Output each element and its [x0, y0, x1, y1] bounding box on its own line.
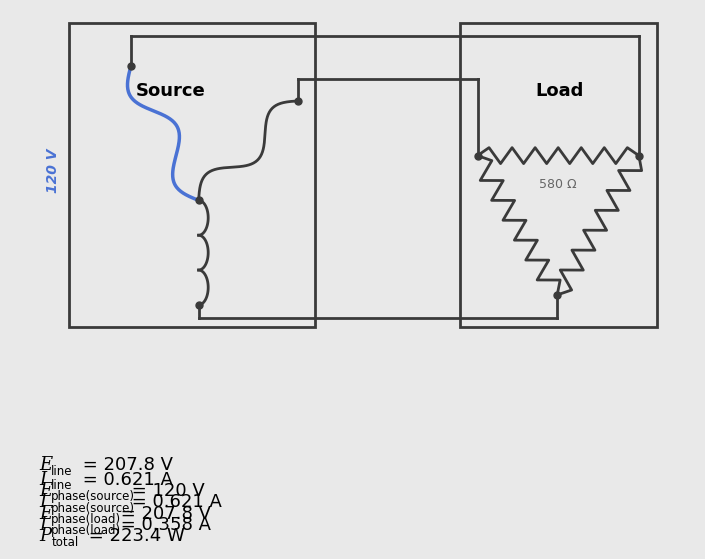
Text: phase(load): phase(load)	[51, 524, 121, 537]
Text: E: E	[39, 482, 52, 500]
Text: = 223.4 W: = 223.4 W	[82, 527, 184, 546]
Text: phase(source): phase(source)	[51, 502, 135, 515]
Text: Load: Load	[535, 82, 583, 100]
Text: I: I	[39, 516, 47, 534]
Text: = 120 V: = 120 V	[126, 482, 205, 500]
Text: I: I	[39, 471, 47, 489]
Text: Source: Source	[136, 82, 206, 100]
Text: = 0.621 A: = 0.621 A	[126, 493, 222, 511]
Text: E: E	[39, 456, 52, 474]
Text: 120 V: 120 V	[47, 148, 60, 193]
Text: = 0.358 A: = 0.358 A	[116, 516, 212, 534]
Text: line: line	[51, 465, 73, 477]
Text: I: I	[39, 493, 47, 511]
Text: 580 Ω: 580 Ω	[539, 178, 577, 191]
Bar	[69, 23, 315, 327]
Text: = 0.621 A: = 0.621 A	[77, 471, 173, 489]
Text: E: E	[39, 505, 52, 523]
Text: = 207.8 V: = 207.8 V	[116, 505, 212, 523]
Text: = 207.8 V: = 207.8 V	[77, 456, 173, 474]
Bar	[460, 23, 657, 327]
Text: phase(load): phase(load)	[51, 513, 121, 526]
Text: phase(source): phase(source)	[51, 490, 135, 504]
Text: P: P	[39, 527, 51, 546]
Text: line: line	[51, 479, 73, 492]
Text: total: total	[51, 536, 78, 549]
